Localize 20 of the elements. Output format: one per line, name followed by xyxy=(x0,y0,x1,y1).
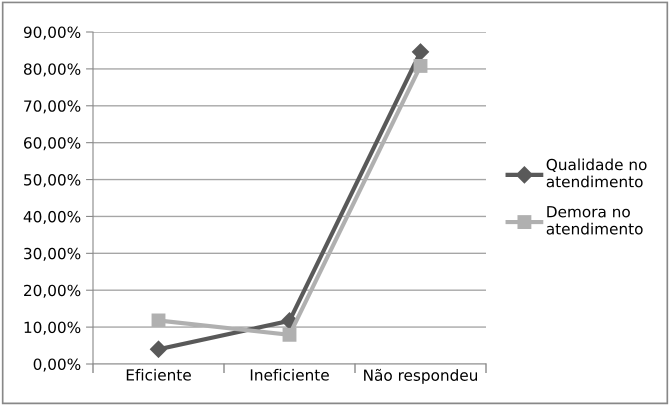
y-tick-label: 60,00% xyxy=(24,137,80,150)
x-tick-label: Não respondeu xyxy=(364,368,478,384)
point xyxy=(414,58,428,73)
y-tick-label: 10,00% xyxy=(24,322,80,335)
y-tick-label: 90,00% xyxy=(24,26,80,40)
y-tick-label: 80,00% xyxy=(24,63,80,76)
point xyxy=(150,340,168,358)
point xyxy=(152,314,166,328)
x-tick-label: Ineficiente xyxy=(250,368,329,381)
y-tick-label: 30,00% xyxy=(24,248,80,261)
legend-label: Demora no atendimento xyxy=(546,206,643,235)
y-tick-label: 70,00% xyxy=(24,100,80,114)
y-tick-label: 0,00% xyxy=(34,358,80,372)
y-tick-label: 40,00% xyxy=(24,210,80,224)
y-tick-label: 50,00% xyxy=(24,174,80,188)
point xyxy=(412,43,430,60)
legend-label: Qualidade no atendimento xyxy=(546,158,647,188)
x-tick-label: Eficiente xyxy=(126,368,191,381)
y-tick-label: 20,00% xyxy=(24,284,80,298)
point xyxy=(282,328,296,342)
